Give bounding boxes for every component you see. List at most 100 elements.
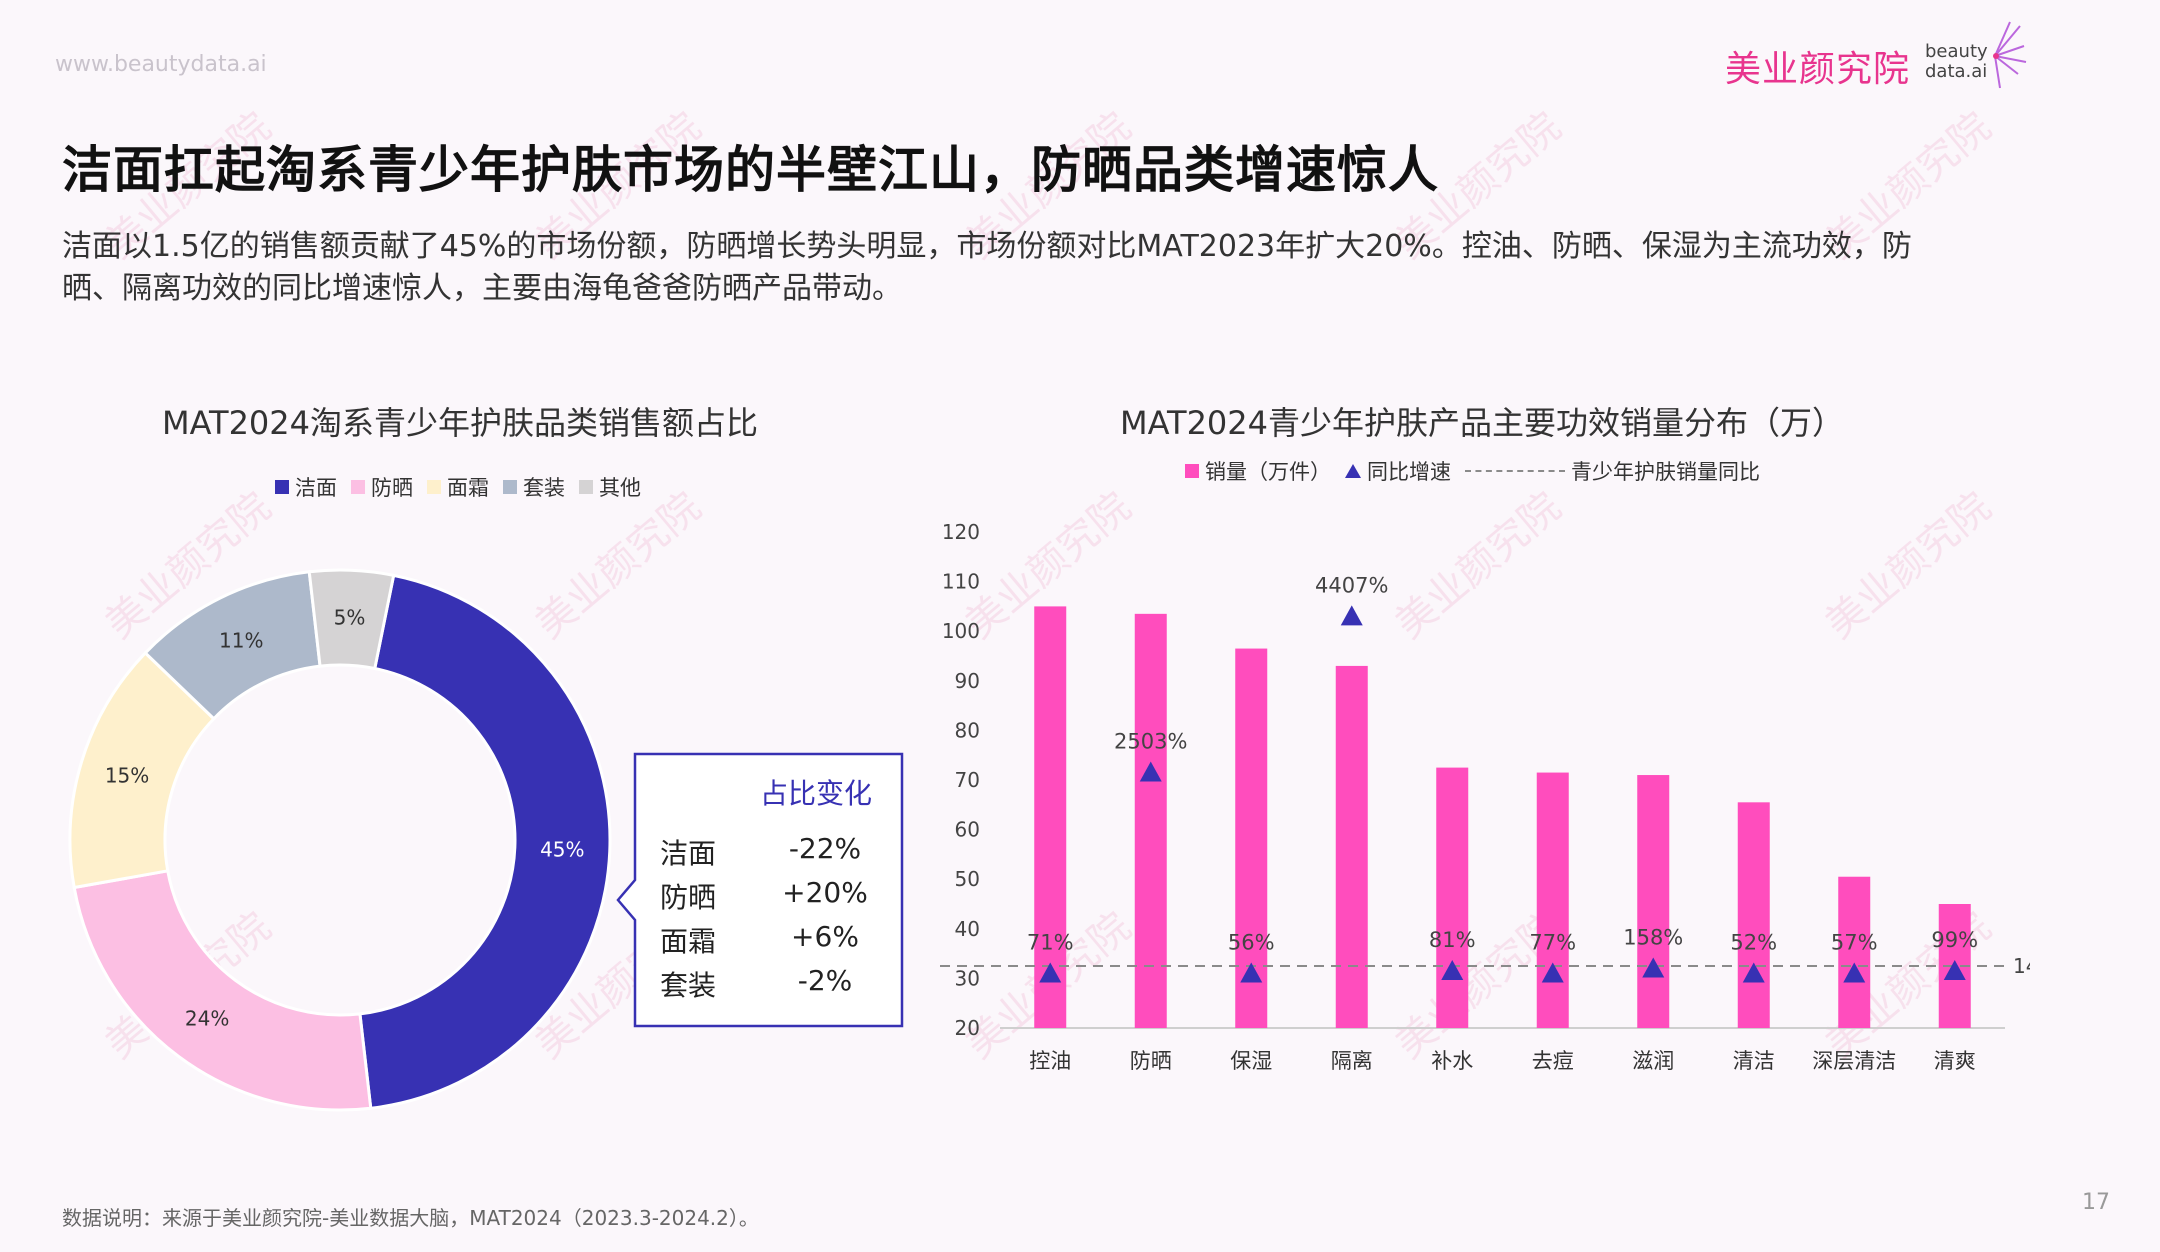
source-note: 数据说明：来源于美业颜究院-美业数据大脑，MAT2024（2023.3-2024… [62, 1206, 759, 1230]
y-tick-label: 20 [955, 1016, 980, 1040]
growth-marker [1642, 957, 1665, 978]
logo-burst-icon [1993, 21, 2027, 89]
y-tick-label: 120 [942, 520, 980, 544]
page-headline: 洁面扛起淘系青少年护肤市场的半壁江山，防晒品类增速惊人 [62, 141, 1439, 199]
donut-slice [307, 568, 396, 671]
bar-chart-title: MAT2024青少年护肤产品主要功效销量分布（万） [1120, 404, 1845, 442]
logo-sub1: beauty [1925, 41, 1988, 62]
legend-swatch [503, 480, 517, 494]
legend-item-cleanser: 洁面 [275, 472, 337, 502]
growth-marker [1240, 962, 1263, 983]
bar [1838, 876, 1871, 1028]
triangle-icon [1345, 464, 1361, 478]
share-change-callout-frame [616, 752, 904, 1028]
y-tick-label: 90 [955, 669, 980, 693]
legend-item-other: 其他 [579, 472, 641, 502]
bar [1536, 772, 1569, 1028]
share-change-row: 洁面 -22% [660, 832, 880, 872]
legend-label: 销量（万件） [1205, 460, 1331, 484]
share-change-name: 洁面 [660, 837, 717, 870]
y-tick-label: 30 [955, 966, 980, 990]
site-url[interactable]: www.beautydata.ai [55, 52, 267, 77]
donut-slice-label: 45% [540, 838, 584, 862]
y-tick-label: 40 [955, 917, 980, 941]
x-tick-label: 清洁 [1733, 1049, 1775, 1073]
growth-label: 99% [1931, 928, 1978, 952]
y-tick-label: 60 [955, 818, 980, 842]
donut-slice [358, 573, 612, 1110]
legend-item-sales: 销量（万件） [1185, 456, 1331, 486]
bar [1436, 767, 1469, 1028]
x-tick-label: 控油 [1029, 1049, 1071, 1073]
donut-chart: 45% 24% 15% 11% 5% [68, 568, 612, 1112]
legend-item-sunscreen: 防晒 [351, 472, 413, 502]
legend-swatch [351, 480, 365, 494]
page-summary: 洁面以1.5亿的销售额贡献了45%的市场份额，防晒增长势头明显，市场份额对比MA… [62, 229, 1912, 306]
logo-name: 美业颜究院 [1725, 49, 1911, 90]
growth-marker [1441, 959, 1464, 980]
y-tick-label: 70 [955, 768, 980, 792]
legend-swatch [1185, 464, 1199, 478]
legend-label: 洁面 [295, 476, 337, 500]
x-tick-label: 深层清洁 [1812, 1049, 1896, 1073]
bar-chart: 20 30 40 50 60 70 80 90 100 110 120 控油 防晒 保湿 隔离 补水 去痘 滋润 清… [940, 520, 2030, 1073]
share-change-row: 防晒 +20% [660, 876, 880, 916]
legend-item-set: 套装 [503, 472, 565, 502]
share-change-name: 防晒 [660, 881, 717, 914]
growth-marker [1943, 959, 1966, 980]
y-tick-label: 110 [942, 570, 980, 594]
growth-marker [1039, 962, 1062, 983]
bar [1737, 802, 1770, 1028]
growth-label: 158% [1623, 925, 1683, 949]
donut-slice-label: 15% [105, 763, 149, 787]
reference-line-label: 147% [2013, 954, 2030, 978]
share-change-row: 面霜 +6% [660, 920, 880, 960]
legend-swatch [579, 480, 593, 494]
legend-item-growth: 同比增速 [1345, 456, 1451, 486]
bar [1637, 775, 1670, 1028]
growth-marker [1139, 761, 1162, 782]
legend-item-cream: 面霜 [427, 472, 489, 502]
y-tick-label: 100 [942, 619, 980, 643]
y-tick-label: 50 [955, 867, 980, 891]
donut-slice-label: 24% [185, 1006, 229, 1030]
logo-subtext: beauty data.ai [1925, 42, 1988, 82]
share-change-row: 套装 -2% [660, 964, 880, 1004]
growth-label: 2503% [1114, 730, 1187, 754]
x-tick-label: 保湿 [1230, 1049, 1272, 1073]
brand-logo: 美业颜究院 beauty data.ai [1725, 21, 2027, 100]
x-tick-label: 隔离 [1331, 1049, 1373, 1073]
growth-marker [1843, 962, 1866, 983]
x-tick-label: 防晒 [1130, 1049, 1172, 1073]
growth-label: 4407% [1315, 573, 1388, 597]
growth-label: 71% [1027, 930, 1074, 954]
bar [1335, 665, 1368, 1028]
donut-slice-label: 11% [219, 629, 263, 653]
growth-marker [1340, 605, 1363, 626]
bar [1034, 606, 1067, 1028]
legend-label: 面霜 [447, 476, 489, 500]
share-change-value: +20% [782, 876, 868, 909]
growth-label: 81% [1429, 928, 1476, 952]
share-change-title: 占比变化 [760, 777, 873, 810]
page-number: 17 [2082, 1190, 2110, 1215]
legend-item-reference: 青少年护肤销量同比 [1465, 456, 1760, 486]
legend-swatch [427, 480, 441, 494]
share-change-value: -2% [797, 964, 853, 997]
bar-legend: 销量（万件） 同比增速 青少年护肤销量同比 [1185, 456, 1760, 486]
legend-label: 其他 [599, 476, 641, 500]
growth-label: 57% [1831, 930, 1878, 954]
share-change-name: 套装 [660, 969, 717, 1002]
x-tick-label: 清爽 [1934, 1049, 1976, 1073]
donut-legend: 洁面 防晒 面霜 套装 其他 [275, 472, 641, 502]
legend-label: 防晒 [371, 476, 413, 500]
x-tick-label: 去痘 [1532, 1049, 1574, 1073]
legend-label: 青少年护肤销量同比 [1571, 460, 1760, 484]
dashed-line-swatch [1465, 470, 1565, 472]
growth-marker [1742, 962, 1765, 983]
share-change-value: +6% [791, 920, 859, 953]
share-change-name: 面霜 [660, 925, 717, 958]
y-tick-label: 80 [955, 718, 980, 742]
donut-slice-label: 5% [334, 606, 366, 630]
legend-swatch [275, 480, 289, 494]
